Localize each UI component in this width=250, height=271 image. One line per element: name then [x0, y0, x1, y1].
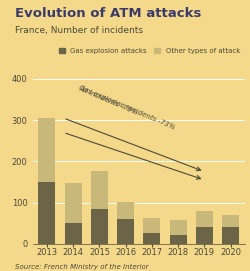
Legend: Gas explosion attacks, Other types of attack: Gas explosion attacks, Other types of at…	[57, 46, 242, 55]
Bar	[222, 215, 239, 227]
Bar	[65, 223, 82, 244]
Bar	[170, 235, 187, 244]
Bar	[196, 211, 213, 227]
Bar	[222, 227, 239, 244]
Bar	[117, 202, 134, 219]
Text: Evolution of ATM attacks: Evolution of ATM attacks	[15, 7, 202, 20]
Bar	[38, 118, 56, 182]
Bar	[143, 233, 160, 244]
Bar	[91, 171, 108, 209]
Bar	[196, 227, 213, 244]
Text: Gas explosion incidents -73%: Gas explosion incidents -73%	[78, 84, 176, 130]
Bar	[38, 182, 56, 244]
Bar	[143, 218, 160, 233]
Bar	[65, 183, 82, 223]
Text: All incidents -79%: All incidents -79%	[78, 86, 139, 116]
Text: Source: French Ministry of the Interior: Source: French Ministry of the Interior	[15, 263, 148, 270]
Bar	[91, 209, 108, 244]
Bar	[170, 220, 187, 235]
Text: France, Number of incidents: France, Number of incidents	[15, 26, 143, 35]
Bar	[117, 219, 134, 244]
